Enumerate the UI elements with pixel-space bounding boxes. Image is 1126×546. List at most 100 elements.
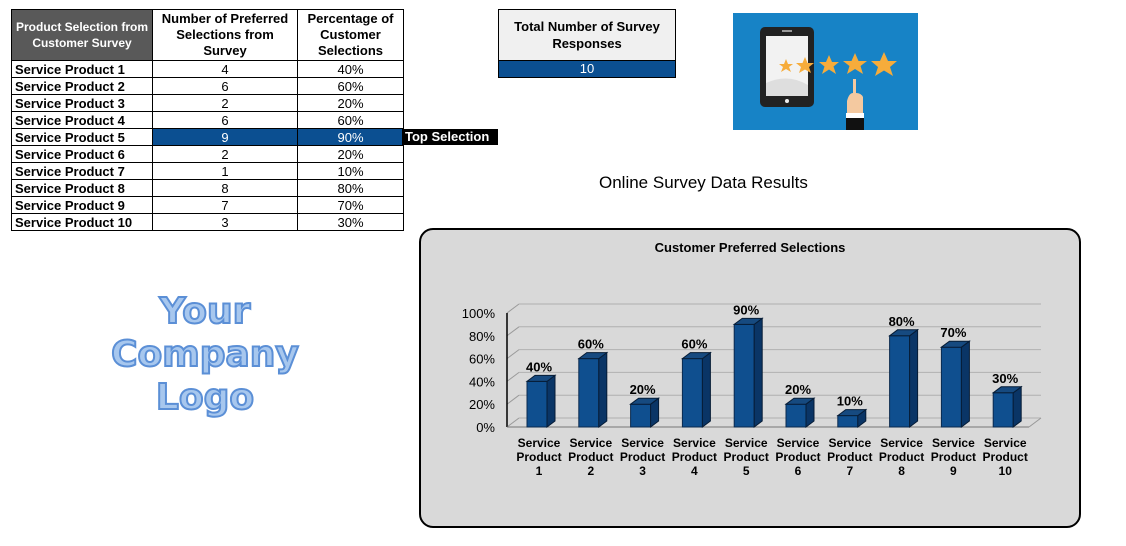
bar-service-product-2: [577, 351, 609, 428]
chart-panel: Customer Preferred Selections 0% 20% 40% 60…: [419, 228, 1081, 528]
table-row: Service Product 8 8 80%: [11, 179, 404, 197]
percentage-cell: 20%: [297, 94, 404, 112]
count-cell: 4: [152, 60, 298, 78]
x-axis-label: Service: [725, 436, 768, 450]
bar-service-product-5: [732, 317, 764, 428]
header-preferred-count: Number of Preferred Selections from Surv…: [152, 9, 298, 61]
table-row: Service Product 7 1 10%: [11, 162, 404, 180]
x-axis-label: 2: [587, 464, 594, 478]
bar-service-product-7: [836, 408, 868, 428]
x-axis-label: Service: [777, 436, 820, 450]
bar-value-label: 40%: [526, 359, 552, 374]
x-axis-label: Service: [621, 436, 664, 450]
table-row: Service Product 6 2 20%: [11, 145, 404, 163]
count-cell: 6: [152, 77, 298, 95]
total-responses-box: Total Number of Survey Responses 10: [498, 9, 676, 78]
x-axis-label: 10: [999, 464, 1013, 478]
product-name-cell: Service Product 7: [11, 162, 153, 180]
x-axis-label: 9: [950, 464, 957, 478]
product-name-cell: Service Product 5: [11, 128, 153, 146]
x-axis-label: 4: [691, 464, 698, 478]
count-cell: 8: [152, 179, 298, 197]
bar-chart: 0%20%40%60%80%100%40%ServiceProduct160%S…: [462, 302, 1042, 478]
tablet-rating-icon: [760, 27, 897, 130]
x-axis-label: Product: [568, 450, 613, 464]
percentage-cell: 30%: [297, 213, 404, 231]
x-axis-label: Product: [620, 450, 665, 464]
product-name-cell: Service Product 10: [11, 213, 153, 231]
bar-value-label: 80%: [889, 314, 915, 329]
product-name-cell: Service Product 8: [11, 179, 153, 197]
count-cell: 2: [152, 145, 298, 163]
percentage-cell: 20%: [297, 145, 404, 163]
bar-value-label: 60%: [681, 337, 707, 352]
bar-service-product-9: [939, 340, 971, 428]
table-row: Service Product 1 4 40%: [11, 60, 404, 78]
bar-value-label: 30%: [992, 371, 1018, 386]
y-tick-label: 0%: [476, 420, 495, 435]
table-row: Service Product 9 7 70%: [11, 196, 404, 214]
y-tick-label: 80%: [469, 329, 495, 344]
table-row: Service Product 5 9 90%: [11, 128, 404, 146]
table-row: Service Product 2 6 60%: [11, 77, 404, 95]
x-axis-label: Product: [983, 450, 1028, 464]
count-cell: 6: [152, 111, 298, 129]
x-axis-label: 8: [898, 464, 905, 478]
product-name-cell: Service Product 9: [11, 196, 153, 214]
bar-value-label: 70%: [940, 325, 966, 340]
logo-line-1: Your: [159, 290, 252, 333]
product-name-cell: Service Product 6: [11, 145, 153, 163]
top-selection-tag: Top Selection: [402, 129, 498, 145]
bar-value-label: 20%: [785, 382, 811, 397]
y-tick-label: 20%: [469, 397, 495, 412]
bar-service-product-4: [680, 351, 712, 428]
bar-service-product-8: [888, 328, 920, 428]
percentage-cell: 80%: [297, 179, 404, 197]
page-title: Online Survey Data Results: [599, 173, 808, 192]
bar-service-product-10: [991, 385, 1023, 428]
count-cell: 9: [152, 128, 298, 146]
x-axis-label: 7: [846, 464, 853, 478]
x-axis-label: Product: [931, 450, 976, 464]
bar-value-label: 60%: [578, 337, 604, 352]
percentage-cell: 70%: [297, 196, 404, 214]
x-axis-label: 3: [639, 464, 646, 478]
bar-value-label: 20%: [630, 382, 656, 397]
x-axis-label: Product: [516, 450, 561, 464]
x-axis-label: Service: [673, 436, 716, 450]
y-tick-label: 100%: [462, 306, 496, 321]
header-product-selection: Product Selection from Customer Survey: [11, 9, 153, 61]
product-name-cell: Service Product 3: [11, 94, 153, 112]
x-axis-label: Service: [569, 436, 612, 450]
total-responses-value: 10: [499, 61, 675, 77]
percentage-cell: 90%: [297, 128, 404, 146]
x-axis-label: Service: [518, 436, 561, 450]
product-name-cell: Service Product 4: [11, 111, 153, 129]
bar-value-label: 10%: [837, 394, 863, 409]
percentage-cell: 40%: [297, 60, 404, 78]
x-axis-label: Service: [932, 436, 975, 450]
count-cell: 1: [152, 162, 298, 180]
logo-line-3: Logo: [155, 376, 255, 419]
x-axis-label: Service: [984, 436, 1027, 450]
count-cell: 2: [152, 94, 298, 112]
product-name-cell: Service Product 1: [11, 60, 153, 78]
table-row: Service Product 4 6 60%: [11, 111, 404, 129]
survey-table: Product Selection from Customer Survey N…: [11, 9, 404, 231]
x-axis-label: 6: [795, 464, 802, 478]
x-axis-label: Service: [880, 436, 923, 450]
bar-service-product-1: [525, 374, 557, 428]
x-axis-label: 1: [536, 464, 543, 478]
star-icons: [779, 52, 897, 76]
percentage-cell: 60%: [297, 111, 404, 129]
y-tick-label: 40%: [469, 374, 495, 389]
x-axis-label: Product: [827, 450, 872, 464]
bar-service-product-6: [784, 397, 816, 428]
percentage-cell: 10%: [297, 162, 404, 180]
count-cell: 3: [152, 213, 298, 231]
product-name-cell: Service Product 2: [11, 77, 153, 95]
x-axis-label: Product: [879, 450, 924, 464]
company-logo-placeholder: Your Company Logo: [100, 290, 310, 419]
bar-service-product-3: [629, 397, 661, 428]
x-axis-label: Product: [775, 450, 820, 464]
